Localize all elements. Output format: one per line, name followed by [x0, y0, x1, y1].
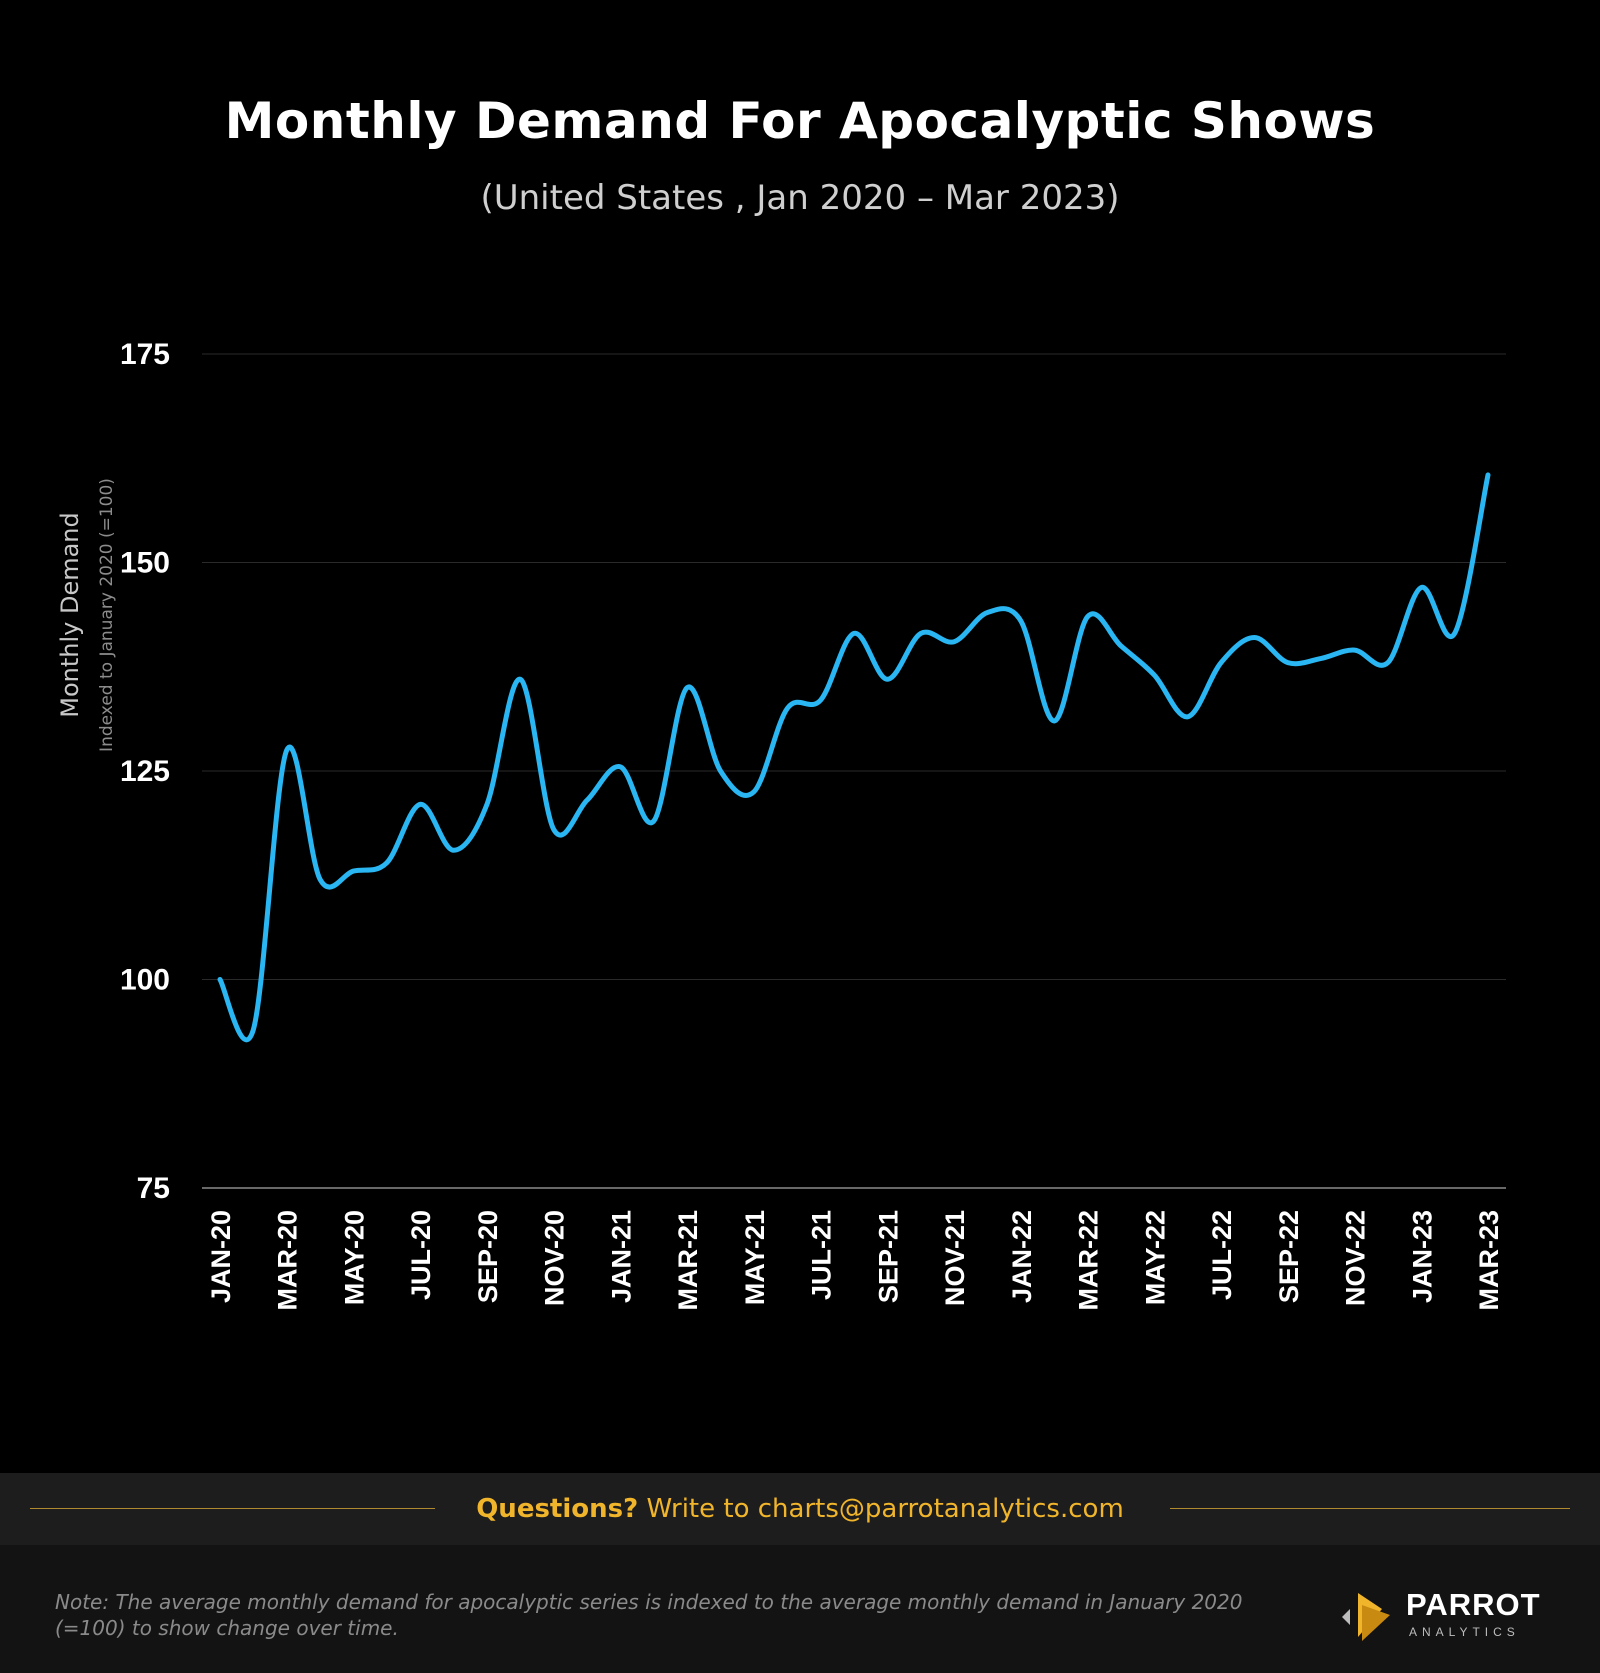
- x-tick-label: JAN-22: [1007, 1210, 1037, 1303]
- contact-question: Questions?: [476, 1494, 639, 1524]
- parrot-logo-icon: [1342, 1593, 1390, 1641]
- x-tick-label: MAY-21: [740, 1210, 770, 1305]
- y-axis-label: Monthly Demand: [56, 512, 84, 718]
- y-axis-sublabel: Indexed to January 2020 (=100): [97, 478, 117, 752]
- footer: Note: The average monthly demand for apo…: [0, 1545, 1600, 1673]
- x-tick-label: JAN-21: [606, 1210, 636, 1303]
- band-divider-left: [30, 1508, 435, 1509]
- y-tick-label: 100: [120, 964, 170, 997]
- y-tick-label: 125: [120, 755, 170, 788]
- x-tick-label: JUL-22: [1207, 1210, 1237, 1300]
- x-tick-label: MAR-23: [1474, 1210, 1504, 1311]
- x-tick-label: JAN-20: [206, 1210, 236, 1303]
- x-tick-label: MAR-20: [273, 1210, 303, 1311]
- y-tick-label: 175: [120, 338, 170, 371]
- x-tick-label: MAR-22: [1074, 1210, 1104, 1311]
- y-axis-ticks: 75 100 125 150 175: [120, 338, 170, 1205]
- x-tick-label: SEP-22: [1274, 1210, 1304, 1303]
- line-chart: 75 100 125 150 175 JAN-20 MAR-20 MAY-20 JUL-20 S…: [56, 338, 1506, 1311]
- x-tick-label: SEP-21: [873, 1210, 903, 1303]
- band-divider-right: [1170, 1508, 1570, 1509]
- y-axis-label-group: Monthly Demand Indexed to January 2020 (…: [56, 478, 117, 752]
- x-tick-label: NOV-20: [540, 1210, 570, 1306]
- logo-wordmark: PARROT: [1406, 1587, 1541, 1622]
- x-tick-label: JUL-21: [807, 1210, 837, 1300]
- y-tick-label: 150: [120, 547, 170, 580]
- grid-lines: [202, 353, 1506, 1189]
- logo-subtitle: ANALYTICS: [1409, 1625, 1520, 1639]
- x-axis-ticks: JAN-20 MAR-20 MAY-20 JUL-20 SEP-20 NOV-20 JAN-…: [206, 1210, 1504, 1311]
- footer-note: Note: The average monthly demand for apo…: [55, 1590, 1243, 1640]
- x-tick-label: MAY-20: [339, 1210, 369, 1305]
- series-line: [217, 472, 1491, 1043]
- chart-subtitle: (United States , Jan 2020 – Mar 2023): [480, 178, 1120, 218]
- x-tick-label: JUL-20: [406, 1210, 436, 1300]
- contact-email-text[interactable]: Write to charts@parrotanalytics.com: [638, 1494, 1124, 1524]
- parrot-analytics-logo: PARROT ANALYTICS: [1338, 1585, 1553, 1645]
- x-tick-label: MAR-21: [673, 1210, 703, 1311]
- x-tick-label: SEP-20: [473, 1210, 503, 1303]
- chart-title: Monthly Demand For Apocalyptic Shows: [224, 92, 1376, 150]
- x-tick-label: MAY-22: [1140, 1210, 1170, 1305]
- contact-band: Questions? Write to charts@parrotanalyti…: [0, 1473, 1600, 1545]
- x-tick-label: NOV-22: [1341, 1210, 1371, 1306]
- x-tick-label: NOV-21: [940, 1210, 970, 1306]
- x-tick-label: JAN-23: [1407, 1210, 1437, 1303]
- contact-text: Questions? Write to charts@parrotanalyti…: [0, 1473, 1600, 1545]
- y-tick-label: 75: [137, 1172, 170, 1205]
